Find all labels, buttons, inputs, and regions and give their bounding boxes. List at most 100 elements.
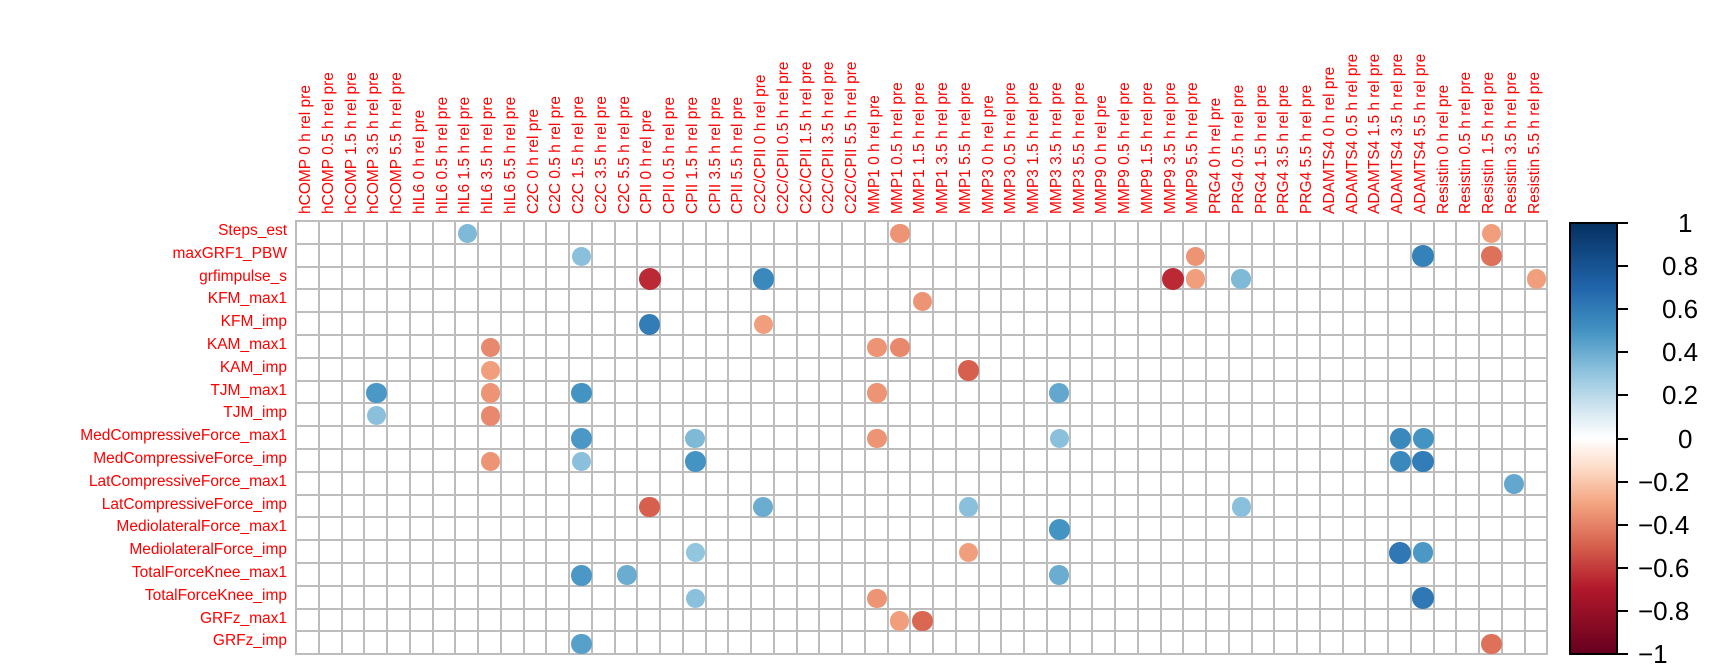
grid-cell xyxy=(388,244,411,268)
grid-cell xyxy=(433,609,457,633)
grid-cell xyxy=(1116,358,1139,382)
grid-cell xyxy=(1366,267,1389,291)
grid-cell xyxy=(1116,495,1139,519)
grid-cell xyxy=(797,336,821,359)
grid-cell xyxy=(1434,404,1458,428)
correlation-dot xyxy=(753,497,774,517)
colorbar-tick xyxy=(1618,351,1628,354)
grid-cell xyxy=(1480,586,1503,610)
grid-cell xyxy=(1252,564,1276,587)
grid-cell xyxy=(1343,358,1367,382)
grid-cell xyxy=(1434,290,1458,314)
colorbar-tick-label: 0.6 xyxy=(1662,294,1699,325)
grid-cell xyxy=(433,541,457,564)
grid-cell xyxy=(706,267,730,291)
grid-cell xyxy=(1252,450,1276,473)
colorbar-tick-label: −0.2 xyxy=(1638,466,1690,497)
grid-cell xyxy=(1320,495,1344,519)
grid-cell xyxy=(1229,609,1253,633)
grid-cell xyxy=(456,564,479,587)
grid-cell xyxy=(1275,564,1298,587)
grid-cell xyxy=(297,313,320,336)
grid-cell xyxy=(1366,518,1389,542)
grid-cell xyxy=(1002,427,1025,450)
grid-cell xyxy=(365,290,388,314)
grid-cell xyxy=(934,381,957,405)
grid-cell xyxy=(661,518,684,542)
grid-cell xyxy=(797,244,821,268)
grid-cell xyxy=(1480,313,1503,336)
grid-cell xyxy=(888,632,912,656)
grid-cell xyxy=(1025,381,1048,405)
correlation-dot xyxy=(480,405,501,426)
grid-cell xyxy=(1047,586,1071,610)
grid-cell xyxy=(706,450,730,473)
grid-cell xyxy=(1093,586,1116,610)
grid-cell xyxy=(979,381,1003,405)
grid-cell xyxy=(410,632,434,656)
grid-cell xyxy=(934,267,957,291)
grid-cell xyxy=(1298,267,1321,291)
grid-cell xyxy=(1116,381,1139,405)
grid-cell xyxy=(706,290,730,314)
grid-cell xyxy=(1138,244,1162,268)
colorbar-tick-label: 0.2 xyxy=(1662,380,1699,411)
grid-cell xyxy=(1389,222,1412,245)
grid-cell xyxy=(1525,609,1549,633)
grid-cell xyxy=(456,609,479,633)
grid-cell xyxy=(1389,564,1412,587)
grid-cell xyxy=(638,564,661,587)
grid-cell xyxy=(433,632,457,656)
grid-cell xyxy=(592,518,616,542)
grid-cell xyxy=(1320,336,1344,359)
grid-cell xyxy=(934,586,957,610)
grid-cell xyxy=(319,222,343,245)
grid-cell xyxy=(1002,541,1025,564)
grid-cell xyxy=(956,244,980,268)
grid-cell xyxy=(1525,222,1549,245)
grid-cell xyxy=(1229,632,1253,656)
grid-cell xyxy=(1366,244,1389,268)
grid-cell xyxy=(1184,313,1207,336)
grid-cell xyxy=(297,518,320,542)
grid-cell xyxy=(706,632,730,656)
grid-cell xyxy=(1184,632,1207,656)
grid-cell xyxy=(1161,518,1185,542)
grid-cell xyxy=(1070,472,1094,496)
grid-cell xyxy=(979,518,1003,542)
grid-cell xyxy=(1480,495,1503,519)
grid-cell xyxy=(1252,632,1276,656)
grid-cell xyxy=(1411,609,1435,633)
grid-cell xyxy=(388,290,411,314)
grid-cell xyxy=(752,381,775,405)
grid-cell xyxy=(888,564,912,587)
grid-cell xyxy=(1252,518,1276,542)
grid-cell xyxy=(501,564,525,587)
grid-cell xyxy=(979,450,1003,473)
grid-cell xyxy=(1480,518,1503,542)
grid-cell xyxy=(547,290,570,314)
grid-cell xyxy=(865,518,889,542)
grid-cell xyxy=(1184,564,1207,587)
grid-cell xyxy=(342,222,366,245)
grid-cell xyxy=(729,381,752,405)
grid-cell xyxy=(524,564,548,587)
grid-cell xyxy=(410,336,434,359)
grid-cell xyxy=(1366,609,1389,633)
grid-cell xyxy=(433,381,457,405)
grid-cell xyxy=(1502,313,1526,336)
grid-cell xyxy=(865,586,889,610)
grid-cell xyxy=(752,632,775,656)
grid-cell xyxy=(501,632,525,656)
grid-cell xyxy=(1161,541,1185,564)
column-label: hCOMP 0 h rel pre xyxy=(297,85,314,214)
grid-cell xyxy=(843,632,866,656)
grid-cell xyxy=(1480,564,1503,587)
grid-cell xyxy=(1389,472,1412,496)
grid-cell xyxy=(1275,541,1298,564)
grid-cell xyxy=(1275,222,1298,245)
grid-cell xyxy=(319,450,343,473)
grid-cell xyxy=(615,518,639,542)
grid-cell xyxy=(1434,495,1458,519)
grid-cell xyxy=(1457,586,1480,610)
